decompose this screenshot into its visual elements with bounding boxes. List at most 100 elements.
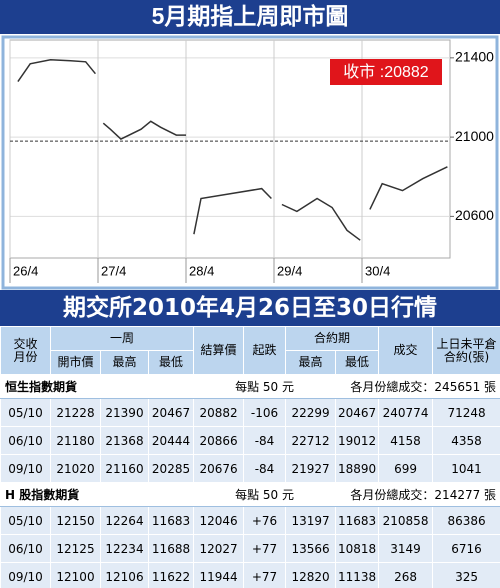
cell: 20444	[147, 426, 195, 455]
cell: 21160	[100, 454, 149, 483]
cell: 12106	[100, 562, 149, 588]
table-body: 恒生指數期貨 每點 50 元各月份總成交：245651 張 05/10 21228 21…	[0, 374, 500, 588]
header-cell: 一周	[49, 326, 195, 351]
y-tick-label: 20600	[455, 207, 494, 223]
cell: 12820	[285, 562, 337, 588]
header-cell: 交收 月份	[0, 326, 51, 375]
x-tick-label: 27/4	[101, 263, 126, 278]
cell: -106	[243, 398, 287, 427]
cell: 210858	[378, 506, 434, 535]
data-row: 09/10 12100 12106 11622 11944 +77 12820 11138 26…	[0, 562, 500, 588]
section-total: 各月份總成交：214277 張	[335, 482, 500, 507]
quote-table: 交收 月份 一周 結算價 起跌 合約期 成交 上日未平倉 合約(張) 開市價 最高 …	[0, 326, 500, 588]
cell: 21180	[50, 426, 101, 455]
section-unit: 每點 50 元	[193, 374, 337, 399]
cell: 699	[378, 454, 434, 483]
cell: 22712	[285, 426, 337, 455]
cell: 71248	[432, 398, 500, 427]
section-name: 恒生指數期貨	[0, 374, 195, 399]
cell: 11944	[193, 562, 245, 588]
cell: 20467	[147, 398, 195, 427]
section-total: 各月份總成交：245651 張	[335, 374, 500, 399]
cell: 09/10	[0, 454, 51, 483]
header-cell: 開市價	[50, 350, 101, 375]
cell: 12046	[193, 506, 245, 535]
data-row: 05/10 12150 12264 11683 12046 +76 13197 11683 21…	[0, 506, 500, 535]
cell: 12234	[100, 534, 149, 563]
header-cell: 起跌	[243, 326, 287, 375]
header-cell: 合約期	[285, 326, 380, 351]
section-name: H 股指數期貨	[0, 482, 195, 507]
cell: 06/10	[0, 534, 51, 563]
chart-title: 5月期指上周即市圖	[152, 3, 349, 29]
header-text: 交收	[13, 336, 38, 351]
cell: 12264	[100, 506, 149, 535]
cell: 20285	[147, 454, 195, 483]
x-tick-label: 29/4	[277, 263, 302, 278]
chart: 5月期指上周即市圖 20600 21000 21400 26/4 27/4 28/4 29/…	[0, 0, 500, 290]
price-line	[17, 59, 448, 241]
cell: 3149	[378, 534, 434, 563]
cell: -84	[243, 454, 287, 483]
cell: 4358	[432, 426, 500, 455]
cell: 12027	[193, 534, 245, 563]
cell: +77	[243, 562, 287, 588]
data-row: 06/10 12125 12234 11688 12027 +77 13566 10818 31…	[0, 534, 500, 563]
cell: 21927	[285, 454, 337, 483]
annotation-box	[330, 59, 442, 85]
cell: 13566	[285, 534, 337, 563]
cell: 20882	[193, 398, 245, 427]
cell: 13197	[285, 506, 337, 535]
cell: 11683	[335, 506, 380, 535]
cell: 12150	[50, 506, 101, 535]
cell: 11683	[147, 506, 195, 535]
header-text: 月份	[13, 349, 38, 364]
cell: 19012	[335, 426, 380, 455]
cell: 09/10	[0, 562, 51, 588]
title-bar	[0, 0, 500, 34]
cell: +76	[243, 506, 287, 535]
header-cell: 上日未平倉 合約(張)	[432, 326, 500, 375]
cell: 11138	[335, 562, 380, 588]
cell: 21228	[50, 398, 101, 427]
x-tick-label: 30/4	[365, 263, 390, 278]
cell: 21020	[50, 454, 101, 483]
cell: 22299	[285, 398, 337, 427]
section-row: 恒生指數期貨 每點 50 元各月份總成交：245651 張	[0, 374, 500, 399]
cell: 20866	[193, 426, 245, 455]
cell: 05/10	[0, 398, 51, 427]
cell: 86386	[432, 506, 500, 535]
cell: 05/10	[0, 506, 51, 535]
y-tick-label: 21400	[455, 49, 494, 65]
data-row: 06/10 21180 21368 20444 20866 -84 22712 19012 41…	[0, 426, 500, 455]
cell: 1041	[432, 454, 500, 483]
header-cell: 最低	[147, 350, 195, 375]
header-cell: 最高	[100, 350, 149, 375]
data-row: 05/10 21228 21390 20467 20882 -106 22299 20467 2…	[0, 398, 500, 427]
cell: 12125	[50, 534, 101, 563]
x-tick-label: 28/4	[189, 263, 214, 278]
y-tick-label: 21000	[455, 128, 494, 144]
cell: 21390	[100, 398, 149, 427]
section-unit: 每點 50 元	[193, 482, 337, 507]
cell: 20676	[193, 454, 245, 483]
x-tick-label: 26/4	[13, 263, 38, 278]
cell: 20467	[335, 398, 380, 427]
cell: 18890	[335, 454, 380, 483]
cell: 268	[378, 562, 434, 588]
cell: 21368	[100, 426, 149, 455]
cell: 12100	[50, 562, 101, 588]
header-text: 上日未平倉	[436, 336, 497, 351]
cell: 240774	[378, 398, 434, 427]
header-cell: 成交	[378, 326, 434, 375]
cell: 10818	[335, 534, 380, 563]
cell: 325	[432, 562, 500, 588]
header-cell: 最低	[335, 350, 380, 375]
cell: +77	[243, 534, 287, 563]
cell: 11622	[147, 562, 195, 588]
cell: 6716	[432, 534, 500, 563]
section-row: H 股指數期貨 每點 50 元各月份總成交：214277 張	[0, 482, 500, 507]
header-cell: 最高	[285, 350, 337, 375]
cell: 4158	[378, 426, 434, 455]
